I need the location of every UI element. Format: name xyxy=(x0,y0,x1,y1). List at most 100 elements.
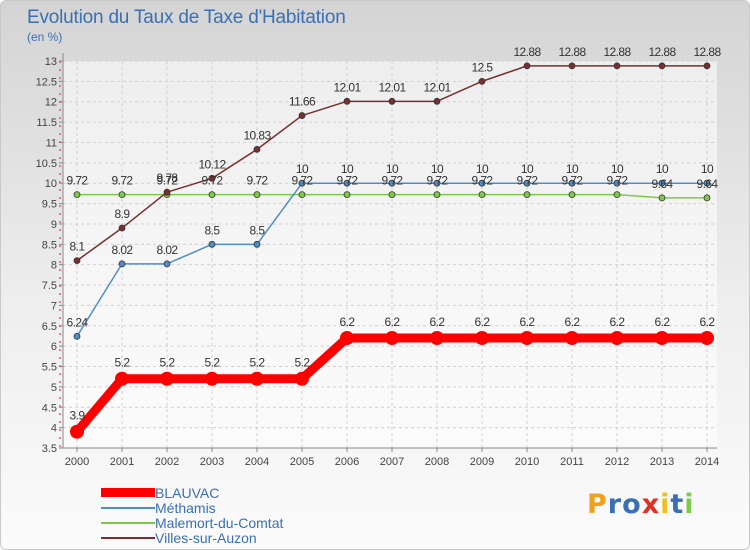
data-point xyxy=(388,179,396,187)
data-label: 9.72 xyxy=(292,174,314,188)
data-point xyxy=(700,331,714,346)
data-point xyxy=(565,331,579,346)
x-tick-label: 2006 xyxy=(335,456,359,468)
data-label: 12.01 xyxy=(378,80,406,94)
data-point xyxy=(208,174,216,182)
data-label: 6.2 xyxy=(385,315,401,329)
data-point xyxy=(613,62,621,70)
data-point xyxy=(478,191,486,199)
x-tick-label: 2003 xyxy=(200,456,224,468)
data-point xyxy=(163,260,171,268)
data-label: 10 xyxy=(566,162,579,176)
data-label: 5.2 xyxy=(115,356,131,370)
y-tick-label: 10.5 xyxy=(36,158,57,170)
x-tick-label: 2014 xyxy=(695,456,719,468)
legend-label: BLAUVAC xyxy=(155,484,220,501)
data-label: 11.66 xyxy=(289,95,316,109)
data-label: 12.88 xyxy=(513,45,541,59)
legend-swatch-malemort xyxy=(101,521,155,524)
data-point xyxy=(568,179,576,187)
legend-item-blauvac[interactable]: BLAUVAC xyxy=(101,484,283,501)
data-label: 10 xyxy=(341,162,354,176)
data-point xyxy=(115,371,129,386)
y-tick-label: 11 xyxy=(46,137,57,149)
x-tick-label: 2001 xyxy=(110,456,134,468)
legend-item-methamis[interactable]: Méthamis xyxy=(101,500,283,516)
y-tick-label: 12.5 xyxy=(36,76,57,88)
data-point xyxy=(343,97,351,105)
y-tick-label: 10 xyxy=(45,178,57,190)
data-label: 5.2 xyxy=(160,356,176,370)
data-label: 6.2 xyxy=(475,315,491,329)
data-label: 9.72 xyxy=(112,174,134,188)
data-point xyxy=(205,371,219,386)
y-tick-label: 4 xyxy=(51,423,57,435)
data-point xyxy=(160,371,174,386)
data-point xyxy=(433,191,441,199)
data-label: 12.88 xyxy=(558,45,586,59)
data-point xyxy=(295,371,309,386)
data-label: 6.2 xyxy=(610,315,626,329)
logo-letter: r xyxy=(607,489,623,520)
data-label: 12.88 xyxy=(693,45,721,59)
data-point xyxy=(253,240,261,248)
data-label: 9.72 xyxy=(517,174,539,188)
data-point xyxy=(478,179,486,187)
data-label: 10 xyxy=(296,162,309,176)
data-point xyxy=(163,188,171,196)
data-point xyxy=(118,191,126,199)
data-point xyxy=(523,62,531,70)
data-point xyxy=(340,331,354,346)
data-label: 12.5 xyxy=(472,60,494,74)
data-point xyxy=(475,331,489,346)
y-tick-label: 6 xyxy=(51,341,57,353)
x-tick-label: 2000 xyxy=(65,456,89,468)
data-point xyxy=(610,331,624,346)
data-point xyxy=(478,77,486,85)
data-point xyxy=(208,240,216,248)
data-label: 8.5 xyxy=(250,223,266,237)
x-tick-label: 2002 xyxy=(155,456,179,468)
data-label: 9.72 xyxy=(562,174,584,188)
data-label: 8.02 xyxy=(157,243,179,257)
data-label: 12.01 xyxy=(333,80,361,94)
data-point xyxy=(655,331,669,346)
data-label: 10 xyxy=(611,162,624,176)
y-tick-label: 7.5 xyxy=(42,280,57,292)
data-point xyxy=(658,194,666,202)
legend-label: Villes-sur-Auzon xyxy=(155,529,257,546)
data-label: 9.72 xyxy=(472,174,494,188)
series-lines xyxy=(70,62,714,439)
y-tick-label: 5 xyxy=(51,382,57,394)
data-point xyxy=(73,257,81,265)
legend-item-malemort[interactable]: Malemort-du-Comtat xyxy=(101,515,283,531)
data-point xyxy=(703,62,711,70)
data-point xyxy=(388,97,396,105)
data-label: 9.72 xyxy=(202,174,224,188)
logo-letter: i xyxy=(684,489,695,520)
x-tick-label: 2005 xyxy=(290,456,314,468)
data-point xyxy=(433,97,441,105)
data-point xyxy=(73,332,81,340)
data-label: 10 xyxy=(521,162,534,176)
y-tick-label: 4.5 xyxy=(42,402,57,414)
data-label: 12.88 xyxy=(603,45,631,59)
data-label: 12.88 xyxy=(648,45,676,59)
data-point xyxy=(250,371,264,386)
data-point xyxy=(523,191,531,199)
data-point xyxy=(70,424,84,439)
x-tick-label: 2009 xyxy=(470,456,494,468)
data-label: 9.72 xyxy=(247,174,269,188)
data-label: 6.2 xyxy=(565,315,581,329)
data-label: 9.72 xyxy=(157,174,179,188)
data-point xyxy=(385,331,399,346)
legend-swatch-blauvac xyxy=(101,488,155,497)
legend-item-villes[interactable]: Villes-sur-Auzon xyxy=(101,529,283,546)
axes: 3.5 4 4.5 5 5.5 6 6.5 7 7.5 8 8.5 9 9.5 10 10.5 11 11.5 1… xyxy=(36,53,719,468)
y-tick-label: 13 xyxy=(45,56,57,68)
data-label: 6.2 xyxy=(655,315,671,329)
logo-letter: i xyxy=(660,489,671,520)
data-point xyxy=(208,191,216,199)
data-label: 9.72 xyxy=(427,174,449,188)
data-point xyxy=(253,191,261,199)
